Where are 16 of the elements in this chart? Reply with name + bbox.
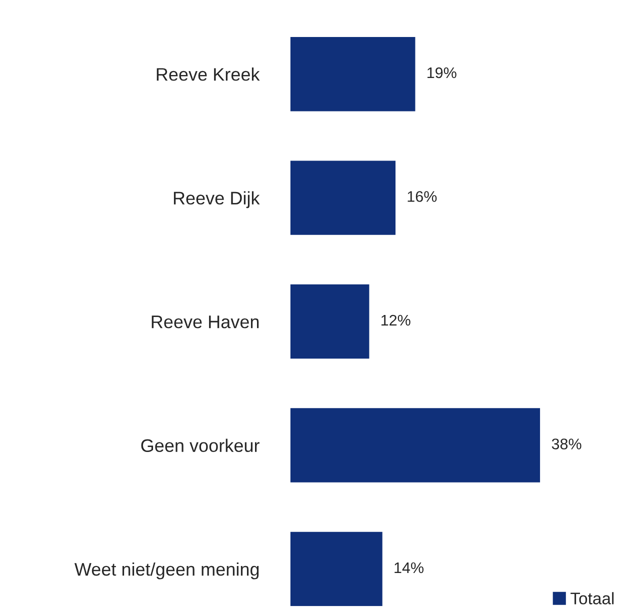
bar xyxy=(290,284,370,359)
y-tick-label: Reeve Dijk xyxy=(174,191,260,208)
bar xyxy=(290,160,396,235)
legend-label: Totaal xyxy=(570,592,614,604)
data-label: 14% xyxy=(394,562,424,574)
bar xyxy=(290,532,382,606)
y-tick-label: Reeve Haven xyxy=(152,316,259,328)
bar xyxy=(290,408,540,482)
data-label: 16% xyxy=(408,191,437,202)
bar xyxy=(290,36,416,112)
data-label: 19% xyxy=(428,67,456,78)
data-label: 12% xyxy=(381,314,410,326)
data-label: 38% xyxy=(552,438,582,450)
y-tick-label: Geen voorkeur xyxy=(141,438,260,452)
y-tick-label: Reeve Kreek xyxy=(156,68,260,81)
y-tick-label: Weet niet/geen mening xyxy=(74,562,259,580)
